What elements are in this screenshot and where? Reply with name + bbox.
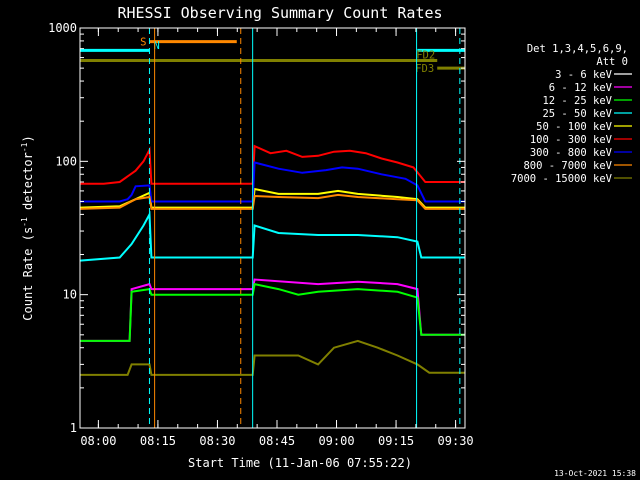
series-line-2: [80, 282, 465, 342]
legend-header-0: Det 1,3,4,5,6,9,: [527, 43, 628, 55]
y-tick-label-3: 1000: [48, 21, 77, 35]
series-layer: [79, 144, 465, 429]
night-markers: N: [148, 28, 461, 428]
legend-label-2: 12 - 25 keV: [542, 95, 612, 107]
legend-label-8: 7000 - 15000 keV: [511, 173, 613, 185]
night-marker-label-0: N: [153, 40, 159, 52]
legend-label-1: 6 - 12 keV: [549, 82, 613, 94]
flag-band-label-3: FD3: [415, 63, 434, 75]
plot-frame: [79, 27, 466, 429]
x-axis-label: Start Time (11-Jan-06 07:55:22): [188, 456, 412, 470]
flag-band-label-2: FD2: [416, 50, 435, 62]
y-tick-label-0: 1: [70, 421, 77, 435]
x-tick-label-6: 09:30: [438, 434, 474, 448]
legend-header-1: Att 0: [596, 56, 628, 68]
y-tick-label-1: 10: [63, 288, 77, 302]
x-tick-label-0: 08:00: [80, 434, 116, 448]
ylabel-part-4: -1: [20, 142, 29, 152]
footer-date: 13-Oct-2021 15:38: [554, 469, 636, 478]
x-tick-label-1: 08:15: [140, 434, 176, 448]
x-tick-label-3: 08:45: [259, 434, 295, 448]
legend-label-0: 3 - 6 keV: [555, 69, 613, 81]
flag-band-label-4: S: [140, 37, 146, 49]
chart-title: RHESSI Observing Summary Count Rates: [117, 4, 442, 22]
series-line-6: [80, 161, 465, 203]
legend-label-3: 25 - 50 keV: [542, 108, 612, 120]
series-line-4: [79, 187, 465, 209]
ylabel-part-1: Count Rate (s: [21, 227, 35, 321]
series-line-8: [80, 339, 465, 376]
series-line-7: [79, 193, 465, 210]
series-line-5: [80, 144, 465, 185]
x-tick-label-2: 08:30: [199, 434, 235, 448]
ylabel-part-5: ): [21, 135, 35, 142]
axes: 1 10 100 1000 08:00 08:15 08:30 08:45 09:00 09:15…: [48, 21, 474, 448]
ylabel-part-2: -1: [20, 217, 29, 227]
legend-label-4: 50 - 100 keV: [536, 121, 613, 133]
legend-label-5: 100 - 300 keV: [530, 134, 613, 146]
y-axis-label: Count Rate (s-1 detector-1): [20, 135, 35, 320]
legend-label-6: 300 - 800 keV: [530, 147, 613, 159]
legend-label-7: 800 - 7000 keV: [523, 160, 612, 172]
series-line-3: [79, 210, 465, 262]
x-tick-label-5: 09:15: [378, 434, 414, 448]
y-tick-label-2: 100: [55, 154, 77, 168]
series-line-1: [80, 278, 465, 342]
x-tick-label-4: 09:00: [318, 434, 354, 448]
ylabel-part-3: detector: [21, 152, 35, 217]
